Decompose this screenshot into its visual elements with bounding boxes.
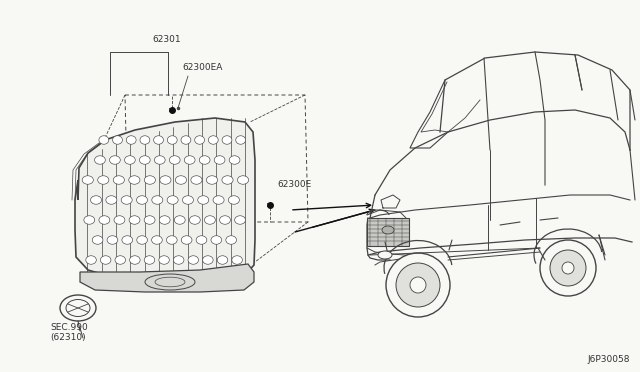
Ellipse shape <box>182 196 193 204</box>
Text: 62300E: 62300E <box>277 180 311 189</box>
Ellipse shape <box>195 136 205 144</box>
Ellipse shape <box>125 156 135 164</box>
Ellipse shape <box>222 176 233 184</box>
Ellipse shape <box>114 216 125 224</box>
Ellipse shape <box>98 176 109 184</box>
Text: SEC.990: SEC.990 <box>50 323 88 332</box>
Ellipse shape <box>191 176 202 184</box>
Ellipse shape <box>213 196 224 204</box>
Ellipse shape <box>181 236 192 244</box>
Ellipse shape <box>144 176 156 184</box>
Ellipse shape <box>152 196 163 204</box>
Ellipse shape <box>214 156 225 164</box>
Ellipse shape <box>236 136 246 144</box>
Ellipse shape <box>121 196 132 204</box>
Ellipse shape <box>95 156 106 164</box>
Ellipse shape <box>159 216 170 224</box>
Ellipse shape <box>129 216 140 224</box>
Ellipse shape <box>107 236 118 244</box>
Text: 62301: 62301 <box>152 35 180 44</box>
Ellipse shape <box>174 216 185 224</box>
Ellipse shape <box>189 216 200 224</box>
Ellipse shape <box>154 156 165 164</box>
Ellipse shape <box>136 196 147 204</box>
Polygon shape <box>80 264 254 292</box>
Ellipse shape <box>82 176 93 184</box>
Ellipse shape <box>92 236 103 244</box>
Ellipse shape <box>217 256 228 264</box>
Ellipse shape <box>86 256 96 264</box>
Ellipse shape <box>181 136 191 144</box>
Ellipse shape <box>198 196 209 204</box>
Ellipse shape <box>115 256 125 264</box>
Ellipse shape <box>152 236 163 244</box>
Ellipse shape <box>173 256 184 264</box>
Circle shape <box>386 253 450 317</box>
Ellipse shape <box>237 176 248 184</box>
Ellipse shape <box>160 176 171 184</box>
Ellipse shape <box>122 236 132 244</box>
Ellipse shape <box>113 176 124 184</box>
Ellipse shape <box>137 236 147 244</box>
Ellipse shape <box>204 216 215 224</box>
Ellipse shape <box>188 256 198 264</box>
Ellipse shape <box>99 136 109 144</box>
Ellipse shape <box>203 256 213 264</box>
Circle shape <box>550 250 586 286</box>
Ellipse shape <box>129 176 140 184</box>
Ellipse shape <box>228 196 239 204</box>
Ellipse shape <box>113 136 122 144</box>
Circle shape <box>562 262 574 274</box>
Ellipse shape <box>99 216 110 224</box>
Bar <box>367 218 409 246</box>
Ellipse shape <box>166 236 177 244</box>
Ellipse shape <box>60 295 96 321</box>
Ellipse shape <box>109 156 120 164</box>
Ellipse shape <box>144 216 155 224</box>
Ellipse shape <box>184 156 195 164</box>
Text: J6P30058: J6P30058 <box>588 355 630 364</box>
Text: (62310): (62310) <box>50 333 86 342</box>
Ellipse shape <box>140 136 150 144</box>
Ellipse shape <box>145 274 195 290</box>
Ellipse shape <box>229 156 240 164</box>
Ellipse shape <box>199 156 210 164</box>
Ellipse shape <box>159 256 170 264</box>
Ellipse shape <box>130 256 140 264</box>
Ellipse shape <box>126 136 136 144</box>
Text: 62300EA: 62300EA <box>182 63 222 72</box>
Ellipse shape <box>140 156 150 164</box>
Ellipse shape <box>220 216 230 224</box>
Ellipse shape <box>84 216 95 224</box>
Ellipse shape <box>232 256 243 264</box>
Circle shape <box>410 277 426 293</box>
Ellipse shape <box>378 251 392 259</box>
Ellipse shape <box>235 216 246 224</box>
Circle shape <box>540 240 596 296</box>
Ellipse shape <box>167 136 177 144</box>
Ellipse shape <box>222 136 232 144</box>
Ellipse shape <box>211 236 221 244</box>
Ellipse shape <box>170 156 180 164</box>
Ellipse shape <box>206 176 218 184</box>
Ellipse shape <box>382 226 394 234</box>
Ellipse shape <box>90 196 102 204</box>
Ellipse shape <box>144 256 155 264</box>
Circle shape <box>396 263 440 307</box>
Polygon shape <box>75 118 255 280</box>
Ellipse shape <box>226 236 237 244</box>
Ellipse shape <box>106 196 117 204</box>
Ellipse shape <box>167 196 178 204</box>
Ellipse shape <box>100 256 111 264</box>
Ellipse shape <box>209 136 218 144</box>
Ellipse shape <box>175 176 186 184</box>
Ellipse shape <box>154 136 163 144</box>
Ellipse shape <box>196 236 207 244</box>
